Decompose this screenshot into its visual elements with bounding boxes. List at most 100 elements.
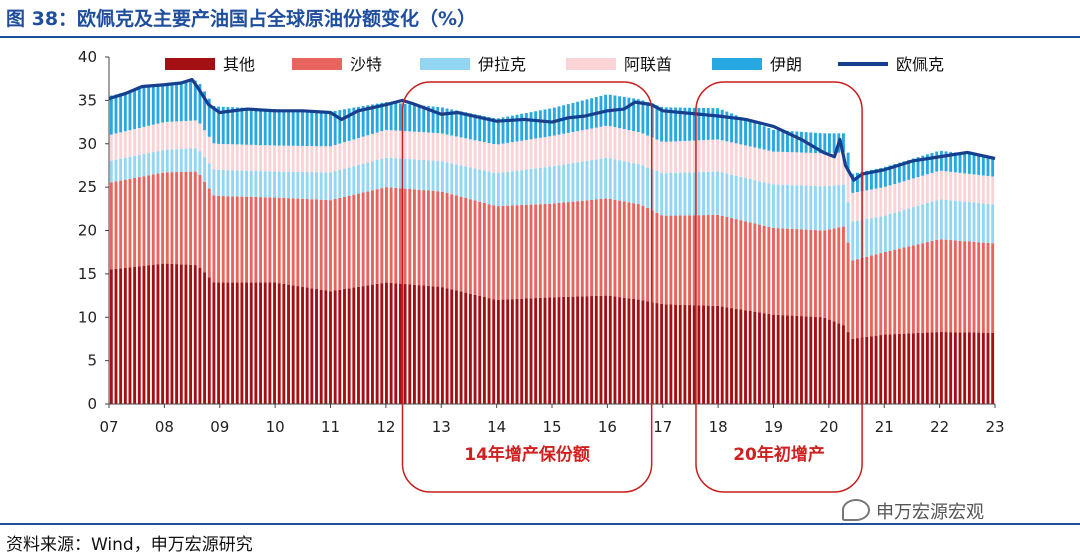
bar-segment — [114, 133, 118, 160]
bar-segment — [888, 334, 892, 404]
bar-segment — [520, 140, 524, 171]
bar-segment — [590, 199, 594, 297]
bar-segment — [683, 140, 687, 173]
bar-segment — [580, 200, 584, 297]
bar-segment — [375, 283, 379, 404]
bar-segment — [902, 209, 906, 248]
bar-segment — [618, 128, 622, 161]
bar-segment — [697, 140, 701, 173]
bar-segment — [324, 111, 328, 147]
bar-segment — [329, 172, 332, 201]
bar-segment — [310, 199, 314, 289]
bar-segment — [837, 227, 841, 324]
bar-segment — [627, 298, 631, 404]
bar-segment — [389, 130, 393, 158]
bar-segment — [184, 171, 188, 265]
bar-segment — [179, 121, 183, 149]
bar-segment — [753, 122, 757, 148]
annotation-label: 20年初增产 — [733, 444, 825, 465]
bar-segment — [744, 221, 747, 311]
legend-swatch — [566, 58, 616, 70]
bar-segment — [548, 136, 552, 167]
bar-segment — [240, 170, 244, 197]
bar-segment — [189, 148, 193, 172]
bar-segment — [128, 178, 132, 268]
bar-segment — [632, 203, 636, 299]
bar-segment — [156, 264, 160, 404]
bar-segment — [440, 161, 444, 192]
bar-segment — [790, 131, 794, 153]
bar-segment — [552, 297, 556, 404]
bar-segment — [403, 103, 407, 132]
bar-segment — [636, 204, 640, 300]
bar-segment — [170, 149, 174, 173]
bar-segment — [501, 205, 505, 300]
bar-segment — [655, 212, 659, 304]
bar-segment — [524, 113, 528, 140]
bar-segment — [818, 133, 822, 154]
bar-segment — [781, 184, 785, 229]
bar-segment — [259, 171, 262, 198]
bar-segment — [412, 189, 416, 285]
bar-segment — [697, 215, 701, 306]
bar-segment — [534, 138, 538, 169]
bar-segment — [524, 204, 528, 299]
bar-segment — [991, 243, 995, 333]
bar-segment — [128, 130, 132, 157]
bar-segment — [851, 173, 855, 193]
bar-segment — [221, 144, 225, 171]
bar-segment — [254, 108, 258, 145]
bar-segment — [538, 110, 542, 138]
bar-segment — [161, 263, 165, 404]
bar-segment — [403, 131, 407, 159]
bar-segment — [725, 111, 729, 142]
bar-segment — [235, 170, 239, 197]
bar-segment — [329, 200, 332, 292]
bar-segment — [818, 186, 822, 231]
bar-segment — [464, 166, 468, 198]
bar-segment — [464, 292, 468, 404]
bar-segment — [893, 164, 897, 184]
bar-segment — [944, 332, 948, 404]
bar-segment — [529, 298, 533, 404]
bar-segment — [818, 230, 822, 318]
bar-segment — [613, 296, 617, 404]
bar-segment — [795, 229, 799, 316]
bar-segment — [930, 240, 934, 333]
bar-segment — [646, 208, 650, 302]
bar-segment — [468, 113, 472, 140]
bar-segment — [482, 142, 486, 171]
bar-segment — [972, 332, 976, 404]
bar-segment — [510, 205, 514, 300]
bar-segment — [123, 267, 127, 404]
bar-segment — [837, 185, 841, 228]
bar-segment — [347, 108, 351, 141]
bar-segment — [548, 166, 552, 204]
bar-segment — [338, 289, 342, 404]
bar-segment — [576, 296, 580, 404]
bar-segment — [781, 130, 785, 152]
bar-segment — [464, 197, 468, 293]
bar-segment — [156, 151, 160, 174]
bar-segment — [133, 177, 137, 267]
bar-segment — [151, 85, 155, 125]
bar-segment — [459, 196, 463, 292]
bar-segment — [319, 111, 323, 147]
bar-segment — [366, 285, 370, 404]
bar-segment — [669, 172, 673, 216]
bar-segment — [389, 187, 393, 283]
bar-segment — [529, 204, 533, 299]
bar-segment — [939, 170, 943, 200]
bar-segment — [385, 157, 388, 188]
bar-segment — [142, 126, 146, 154]
bar-segment — [492, 205, 496, 300]
bar-segment — [725, 141, 729, 174]
bar-segment — [212, 169, 216, 196]
bar-segment — [828, 319, 831, 404]
bar-segment — [161, 172, 165, 264]
bar-segment — [399, 158, 402, 189]
bar-segment — [156, 84, 160, 124]
bar-segment — [231, 196, 235, 283]
bar-segment — [977, 174, 981, 203]
bar-segment — [357, 164, 360, 194]
